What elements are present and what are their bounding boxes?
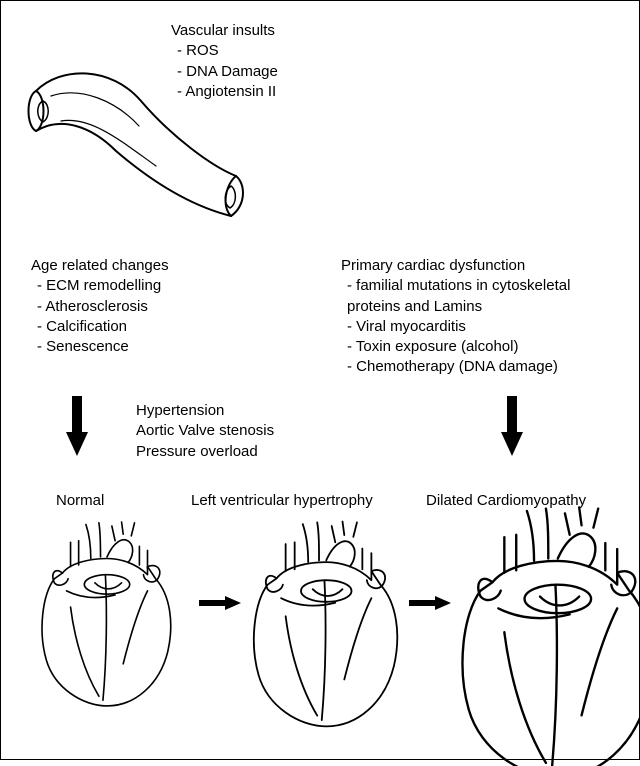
vessel-illustration [21,56,251,236]
age-related-item: - Calcification [31,317,169,337]
age-related-title: Age related changes [31,256,169,276]
age-related-item: - Atherosclerosis [31,297,169,317]
heart-dilated [439,501,640,766]
age-related-item: - Senescence [31,337,169,357]
vascular-insults-title: Vascular insults [171,21,278,41]
arrow-down-right [501,396,523,456]
hypertension-line: Hypertension [136,401,274,421]
age-related-block: Age related changes - ECM remodelling - … [31,256,169,357]
primary-dysfunction-item: - Chemotherapy (DNA damage) [341,357,570,377]
arrow-right-2 [409,596,451,610]
age-related-item: - ECM remodelling [31,276,169,296]
heart-lvh [236,516,426,746]
primary-dysfunction-item: - Viral myocarditis [341,317,570,337]
primary-dysfunction-item: proteins and Lamins [341,297,570,317]
arrow-right-1 [199,596,241,610]
arrow-down-left [66,396,88,456]
primary-dysfunction-item: - familial mutations in cytoskeletal [341,276,570,296]
hypertension-line: Pressure overload [136,442,274,462]
primary-dysfunction-title: Primary cardiac dysfunction [341,256,570,276]
hypertension-line: Aortic Valve stenosis [136,421,274,441]
primary-dysfunction-item: - Toxin exposure (alcohol) [341,337,570,357]
hypertension-block: Hypertension Aortic Valve stenosis Press… [136,401,274,462]
primary-dysfunction-block: Primary cardiac dysfunction - familial m… [341,256,570,378]
normal-label: Normal [56,491,104,511]
heart-normal [26,516,206,736]
lvh-label: Left ventricular hypertrophy [191,491,373,511]
